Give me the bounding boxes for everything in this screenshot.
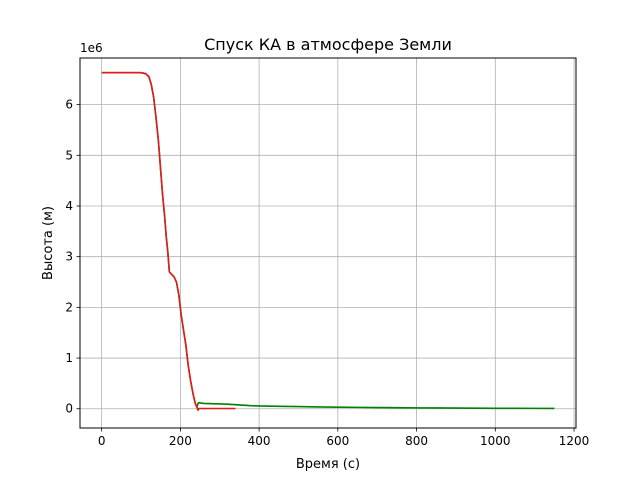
y-tick-label: 4	[65, 199, 73, 213]
y-axis-label: Высота (м)	[41, 206, 56, 280]
x-axis-label: Время (с)	[296, 457, 360, 472]
plot-frame	[79, 57, 577, 429]
x-tick-label: 800	[405, 434, 428, 448]
series-line-2	[101, 71, 236, 412]
y-tick-label: 2	[65, 300, 73, 314]
chart-title: Спуск КА в атмосфере Земли	[204, 35, 452, 54]
series-layer	[101, 71, 555, 412]
y-axis-offset-label: 1e6	[80, 41, 103, 55]
y-tick-label: 5	[65, 148, 73, 162]
y-tick-label: 6	[65, 98, 73, 112]
grid	[80, 58, 576, 428]
y-tick-label: 3	[65, 250, 73, 264]
y-tick-label: 0	[65, 402, 73, 416]
x-tick-label: 600	[326, 434, 349, 448]
ticks: 0 200 400 600 800 1000 1200 0 1 2 3 4 5 6	[65, 98, 589, 448]
x-tick-label: 400	[248, 434, 271, 448]
x-tick-label: 1200	[559, 434, 590, 448]
y-tick-label: 1	[65, 351, 73, 365]
x-tick-label: 0	[98, 434, 106, 448]
x-tick-label: 200	[169, 434, 192, 448]
x-tick-label: 1000	[480, 434, 511, 448]
